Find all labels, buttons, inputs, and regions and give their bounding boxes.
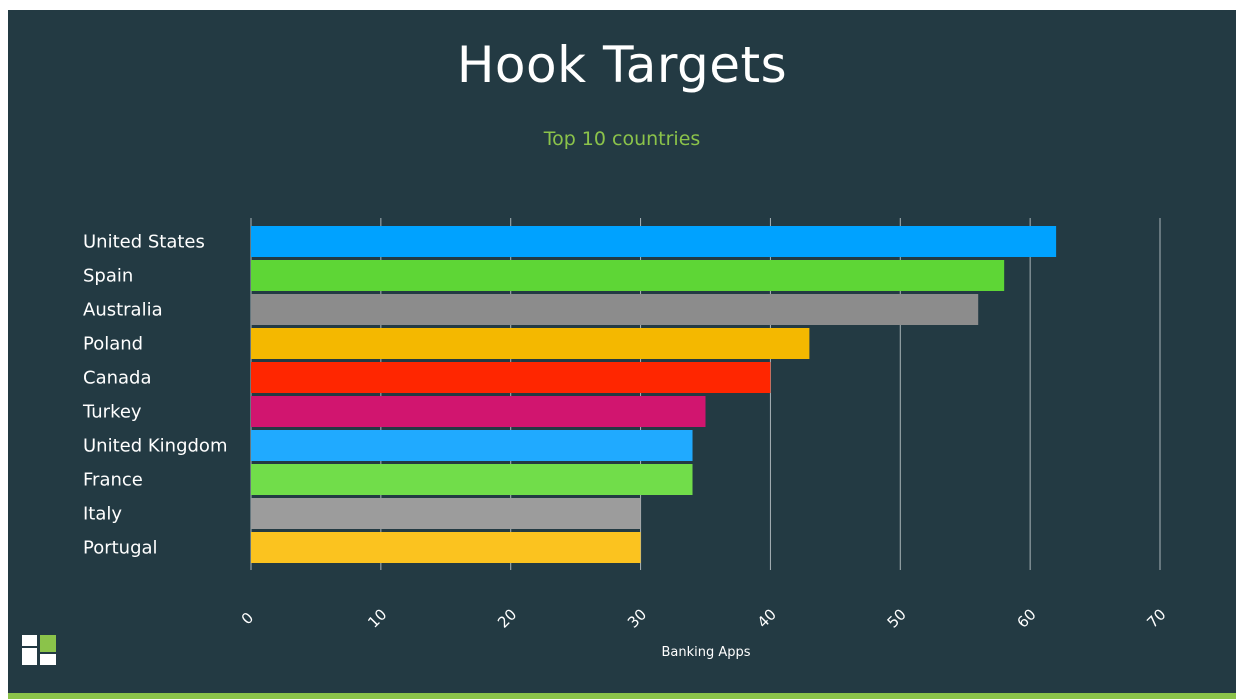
category-label: United States bbox=[83, 232, 205, 253]
bar bbox=[251, 260, 1005, 291]
category-label: France bbox=[83, 470, 143, 491]
bar bbox=[251, 464, 693, 495]
x-tick-label: 30 bbox=[624, 605, 650, 631]
x-tick-label: 20 bbox=[494, 605, 520, 631]
x-tick-label: 60 bbox=[1013, 605, 1039, 631]
category-label: Turkey bbox=[82, 402, 142, 423]
brand-logo-icon bbox=[22, 635, 56, 665]
bar bbox=[251, 362, 771, 393]
bar bbox=[251, 498, 641, 529]
category-label: Italy bbox=[83, 504, 122, 525]
x-axis-label: Banking Apps bbox=[661, 645, 750, 660]
category-label: Australia bbox=[83, 300, 163, 321]
category-label: Portugal bbox=[83, 538, 158, 559]
bar bbox=[251, 396, 706, 427]
accent-strip bbox=[8, 693, 1236, 699]
x-tick-label: 70 bbox=[1143, 605, 1169, 631]
x-tick-label: 40 bbox=[754, 605, 780, 631]
x-tick-label: 50 bbox=[884, 605, 910, 631]
bar bbox=[251, 294, 979, 325]
category-label: Poland bbox=[83, 334, 143, 355]
bar bbox=[251, 328, 810, 359]
category-label: United Kingdom bbox=[83, 436, 227, 457]
category-label: Spain bbox=[83, 266, 133, 287]
x-tick-label: 0 bbox=[238, 609, 257, 628]
x-tick-label: 10 bbox=[364, 605, 390, 631]
bar bbox=[251, 226, 1057, 257]
category-label: Canada bbox=[83, 368, 152, 389]
chart-subtitle: Top 10 countries bbox=[543, 128, 701, 150]
bar bbox=[251, 532, 641, 563]
bar bbox=[251, 430, 693, 461]
chart-title: Hook Targets bbox=[456, 36, 788, 94]
